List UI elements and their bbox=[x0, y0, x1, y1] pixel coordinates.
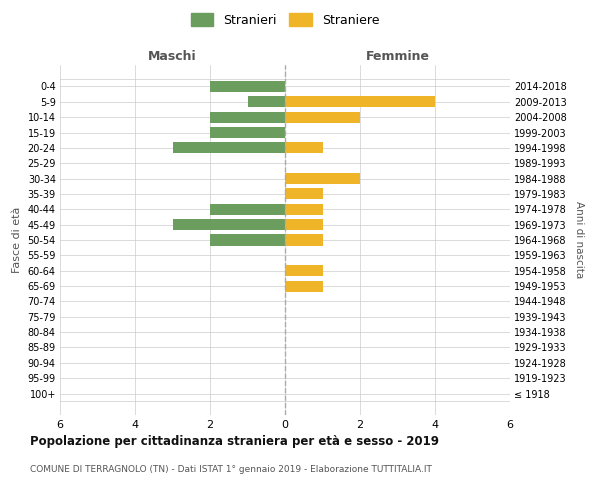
Bar bbox=[210, 112, 285, 122]
Bar bbox=[285, 112, 360, 122]
Bar bbox=[285, 265, 323, 276]
Bar bbox=[285, 280, 323, 291]
Bar bbox=[285, 204, 323, 215]
Bar bbox=[210, 204, 285, 215]
Text: Maschi: Maschi bbox=[148, 50, 197, 62]
Bar bbox=[173, 142, 285, 154]
Bar bbox=[210, 234, 285, 246]
Text: Femmine: Femmine bbox=[365, 50, 430, 62]
Bar bbox=[248, 96, 285, 108]
Y-axis label: Anni di nascita: Anni di nascita bbox=[574, 202, 584, 278]
Bar bbox=[285, 188, 323, 200]
Bar bbox=[210, 127, 285, 138]
Bar bbox=[285, 234, 323, 246]
Text: COMUNE DI TERRAGNOLO (TN) - Dati ISTAT 1° gennaio 2019 - Elaborazione TUTTITALIA: COMUNE DI TERRAGNOLO (TN) - Dati ISTAT 1… bbox=[30, 465, 432, 474]
Bar bbox=[285, 219, 323, 230]
Text: Popolazione per cittadinanza straniera per età e sesso - 2019: Popolazione per cittadinanza straniera p… bbox=[30, 435, 439, 448]
Bar bbox=[210, 81, 285, 92]
Bar bbox=[173, 219, 285, 230]
Bar bbox=[285, 96, 435, 108]
Y-axis label: Fasce di età: Fasce di età bbox=[12, 207, 22, 273]
Legend: Stranieri, Straniere: Stranieri, Straniere bbox=[186, 8, 384, 32]
Bar bbox=[285, 142, 323, 154]
Bar bbox=[285, 173, 360, 184]
